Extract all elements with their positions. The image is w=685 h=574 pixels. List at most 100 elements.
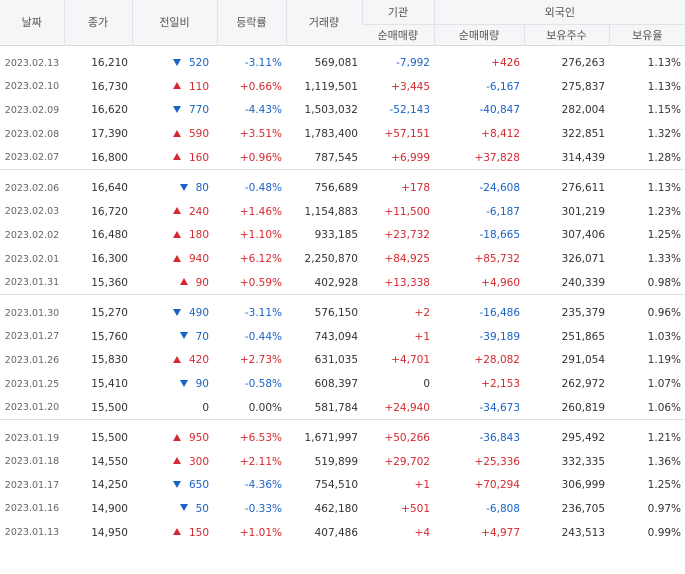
cell-ratio: 1.25% [647, 479, 682, 492]
header-diff: 전일비 [131, 0, 217, 46]
cell-diff: 0 [132, 396, 217, 420]
cell-volume: 754,510 [314, 479, 358, 492]
cell-close: 16,730 [91, 80, 128, 93]
triangle-up-icon [172, 207, 181, 215]
cell-holdings: 306,999 [561, 479, 605, 492]
cell-date: 2023.02.01 [4, 253, 60, 265]
cell-date: 2023.02.08 [4, 128, 60, 140]
cell-close: 15,410 [91, 378, 128, 391]
cell-inst: +84,925 [384, 253, 430, 266]
cell-close: 14,950 [91, 526, 128, 539]
cell-ratio: 1.23% [647, 205, 682, 218]
cell-volume: 1,119,501 [304, 80, 358, 93]
cell-ratio: 1.15% [647, 104, 682, 117]
cell-inst: +1 [414, 479, 430, 492]
cell-foreign: +28,082 [474, 354, 520, 367]
table-row: 2023.02.10 16,730 110 +0.66% 1,119,501 +3,445… [0, 75, 685, 99]
cell-holdings: 295,492 [561, 432, 605, 445]
diff-value: 590 [188, 128, 209, 141]
cell-rate: -3.11% [244, 57, 282, 70]
diff-value: 110 [188, 80, 209, 93]
cell-date: 2023.01.31 [4, 277, 60, 289]
cell-close: 15,760 [91, 330, 128, 343]
cell-ratio: 1.28% [647, 151, 682, 164]
cell-inst: 0 [423, 378, 430, 391]
cell-rate: -0.33% [244, 502, 282, 515]
triangle-up-icon [172, 355, 181, 363]
table-row: 2023.02.01 16,300 940 +6.12% 2,250,870 +84,92… [0, 247, 685, 271]
cell-diff: 150 [132, 521, 217, 545]
cell-ratio: 1.03% [647, 330, 682, 343]
table-row: 2023.02.08 17,390 590 +3.51% 1,783,400 +57,15… [0, 122, 685, 146]
cell-ratio: 1.19% [647, 354, 682, 367]
cell-close: 16,800 [91, 151, 128, 164]
cell-date: 2023.01.18 [4, 456, 60, 468]
triangle-down-icon [179, 183, 188, 191]
cell-rate: -3.11% [244, 307, 282, 320]
diff-value: 420 [188, 354, 209, 367]
cell-foreign: +426 [491, 57, 520, 70]
cell-ratio: 1.32% [647, 128, 682, 141]
cell-diff: 590 [132, 122, 217, 146]
header-foreigner: 외국인 [433, 0, 685, 25]
cell-holdings: 322,851 [561, 128, 605, 141]
group-separator [0, 294, 685, 296]
cell-close: 16,300 [91, 253, 128, 266]
cell-holdings: 276,263 [561, 57, 605, 70]
cell-close: 16,620 [91, 104, 128, 117]
cell-ratio: 1.06% [647, 401, 682, 414]
cell-inst: -7,992 [396, 57, 430, 70]
diff-value: 770 [188, 104, 209, 117]
table-row: 2023.02.07 16,800 160 +0.96% 787,545 +6,999 +3… [0, 146, 685, 170]
diff-value: 90 [195, 378, 209, 391]
cell-volume: 631,035 [314, 354, 358, 367]
cell-inst: +57,151 [384, 128, 430, 141]
cell-close: 14,250 [91, 479, 128, 492]
cell-rate: +2.73% [239, 354, 282, 367]
cell-inst: +178 [401, 182, 430, 195]
triangle-up-icon [172, 254, 181, 262]
cell-date: 2023.01.19 [4, 432, 60, 444]
cell-diff: 90 [132, 372, 217, 396]
table-row: 2023.02.06 16,640 80 -0.48% 756,689 +178 -24,6… [0, 176, 685, 200]
cell-diff: 90 [132, 271, 217, 295]
cell-inst: +29,702 [384, 455, 430, 468]
cell-rate: -0.58% [244, 378, 282, 391]
cell-inst: +501 [401, 502, 430, 515]
header-foreign-net: 순매매량 [433, 24, 524, 46]
triangle-down-icon [179, 332, 188, 340]
cell-holdings: 251,865 [561, 330, 605, 343]
cell-holdings: 326,071 [561, 253, 605, 266]
cell-ratio: 0.96% [647, 307, 682, 320]
cell-foreign: -16,486 [479, 307, 520, 320]
cell-date: 2023.01.16 [4, 503, 60, 515]
cell-volume: 608,397 [314, 378, 358, 391]
cell-diff: 950 [132, 426, 217, 450]
table-row: 2023.02.02 16,480 180 +1.10% 933,185 +23,732 -… [0, 224, 685, 248]
cell-holdings: 332,335 [561, 455, 605, 468]
cell-close: 17,390 [91, 128, 128, 141]
cell-ratio: 0.97% [647, 502, 682, 515]
cell-foreign: +4,977 [481, 526, 520, 539]
cell-foreign: +25,336 [474, 455, 520, 468]
diff-value: 490 [188, 307, 209, 320]
cell-inst: +4,701 [391, 354, 430, 367]
cell-ratio: 1.33% [647, 253, 682, 266]
cell-rate: -0.48% [244, 182, 282, 195]
cell-ratio: 1.13% [647, 182, 682, 195]
cell-ratio: 1.13% [647, 80, 682, 93]
cell-inst: +1 [414, 330, 430, 343]
cell-close: 16,210 [91, 57, 128, 70]
diff-value: 180 [188, 229, 209, 242]
diff-value: 650 [188, 479, 209, 492]
cell-diff: 240 [132, 200, 217, 224]
table-row: 2023.01.20 15,500 0 0.00% 581,784 +24,940 -34,… [0, 396, 685, 420]
diff-value: 0 [202, 401, 209, 414]
trading-table: 날짜 종가 전일비 등락률 거래량 기관 외국인 순매매량 순매매량 보유주수 … [0, 0, 685, 545]
cell-volume: 569,081 [314, 57, 358, 70]
cell-date: 2023.01.17 [4, 479, 60, 491]
cell-close: 14,900 [91, 502, 128, 515]
header-date: 날짜 [0, 0, 64, 46]
cell-date: 2023.02.10 [4, 81, 60, 93]
cell-volume: 581,784 [314, 401, 358, 414]
